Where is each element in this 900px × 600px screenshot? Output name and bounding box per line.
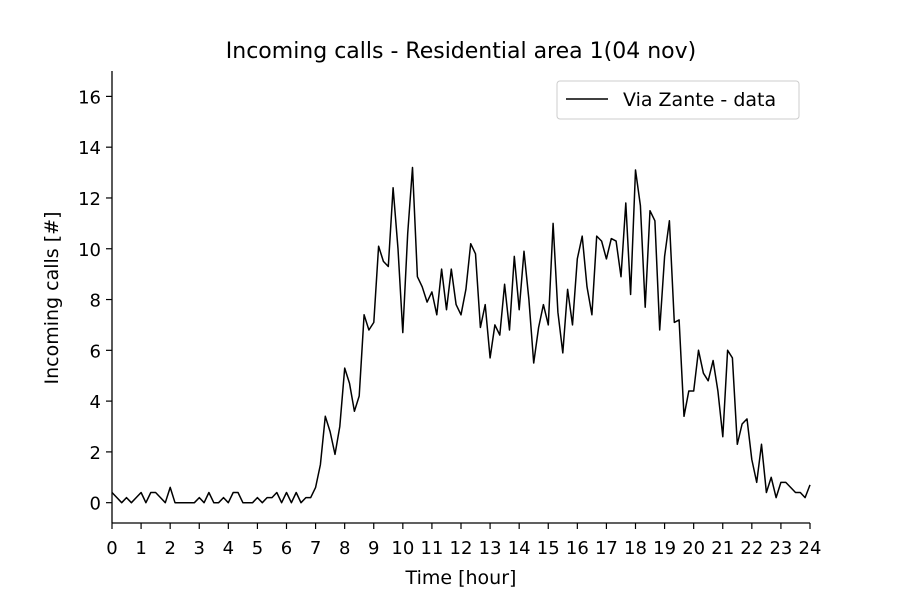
legend: Via Zante - data bbox=[556, 80, 800, 120]
x-tick-label: 15 bbox=[537, 538, 560, 559]
x-tick-label: 11 bbox=[420, 538, 443, 559]
y-tick-label: 4 bbox=[90, 392, 101, 413]
x-axis-label: Time [hour] bbox=[405, 567, 517, 589]
x-tick-label: 16 bbox=[566, 538, 589, 559]
x-tick-label: 14 bbox=[508, 538, 531, 559]
y-tick-label: 12 bbox=[78, 189, 101, 210]
legend-label: Via Zante - data bbox=[623, 89, 776, 111]
x-tick-label: 10 bbox=[391, 538, 414, 559]
x-tick-label: 9 bbox=[368, 538, 379, 559]
x-tick-label: 4 bbox=[223, 538, 234, 559]
y-tick-label: 0 bbox=[90, 494, 101, 515]
x-tick-label: 19 bbox=[653, 538, 676, 559]
x-tick-label: 17 bbox=[595, 538, 618, 559]
x-tick-label: 18 bbox=[624, 538, 647, 559]
y-tick-label: 14 bbox=[78, 138, 101, 159]
legend-box bbox=[556, 80, 800, 120]
x-tick-label: 6 bbox=[281, 538, 292, 559]
x-tick-label: 20 bbox=[682, 538, 705, 559]
x-tick-label: 2 bbox=[164, 538, 175, 559]
x-tick-label: 1 bbox=[135, 538, 146, 559]
x-tick-label: 5 bbox=[252, 538, 263, 559]
x-tick-label: 13 bbox=[479, 538, 502, 559]
tick-marks: 0 1 2 3 4 5 6 7 8 9 10 11 12 13 14 15 16 17 18 19 20 21 22 23 24… bbox=[78, 87, 821, 559]
y-axis-label: Incoming calls [#] bbox=[41, 212, 63, 385]
axes bbox=[111, 71, 810, 524]
y-tick-label: 6 bbox=[90, 341, 101, 362]
x-tick-label: 22 bbox=[740, 538, 763, 559]
x-tick-label: 3 bbox=[194, 538, 205, 559]
x-tick-label: 12 bbox=[450, 538, 473, 559]
y-tick-label: 16 bbox=[78, 87, 101, 108]
x-tick-label: 23 bbox=[769, 538, 792, 559]
x-tick-label: 8 bbox=[339, 538, 350, 559]
y-tick-label: 2 bbox=[90, 443, 101, 464]
x-tick-label: 7 bbox=[310, 538, 321, 559]
chart-title: Incoming calls - Residential area 1(04 n… bbox=[226, 39, 696, 64]
y-tick-label: 8 bbox=[90, 291, 101, 312]
x-tick-label: 0 bbox=[106, 538, 117, 559]
series-line-via-zante bbox=[111, 166, 811, 504]
x-tick-label: 21 bbox=[711, 538, 734, 559]
y-tick-label: 10 bbox=[78, 240, 101, 261]
x-tick-label: 24 bbox=[799, 538, 822, 559]
